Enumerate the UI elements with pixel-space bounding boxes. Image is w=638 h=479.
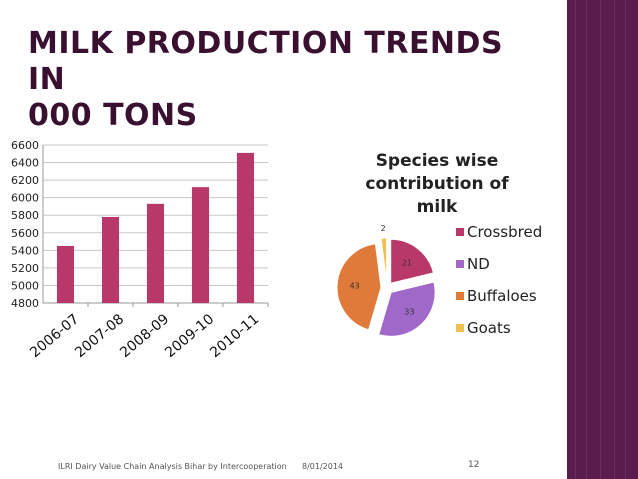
x-tick-label: 2006-07	[27, 311, 82, 361]
bar-2009-10	[191, 187, 210, 303]
pie-slice-buffaloes	[336, 243, 382, 331]
footer-date: 8/01/2014	[302, 462, 344, 471]
pie-title-line: milk	[417, 197, 458, 217]
pie-title-line: Species wise	[376, 151, 499, 171]
legend-label: ND	[467, 255, 490, 273]
legend-label: Crossbred	[467, 223, 542, 241]
bar-chart: 4800 5000 5200 5400 5600 5800 6000 6200 6400 6600…	[11, 139, 269, 361]
y-tick-label: 5200	[11, 262, 39, 275]
title-line-2: 000 TONS	[28, 98, 198, 133]
y-tick-label: 5400	[11, 244, 39, 257]
y-tick-label: 5800	[11, 209, 39, 222]
x-tick-label: 2007-08	[72, 311, 127, 361]
bar-2007-08	[101, 216, 120, 303]
y-tick-label: 4800	[11, 297, 39, 310]
y-tick-label: 5000	[11, 279, 39, 292]
legend-swatch	[456, 324, 464, 332]
title-line-1: MILK PRODUCTION TRENDS IN	[28, 26, 504, 97]
x-tick-label: 2009-10	[162, 311, 217, 361]
footer-source: ILRI Dairy Value Chain Analysis Bihar by…	[58, 462, 287, 471]
pie-title-line: contribution of	[365, 174, 509, 194]
x-tick-label: 2010-11	[207, 311, 262, 361]
y-tick-label: 6600	[11, 139, 39, 152]
legend-swatch	[456, 292, 464, 300]
page-number: 12	[468, 460, 480, 470]
pie-chart: Species wise contribution of milk 21 33 43 2 Cr…	[336, 151, 542, 337]
pie-data-label: 33	[404, 307, 414, 316]
pie-data-label: 43	[350, 281, 360, 290]
bar-2010-11	[236, 152, 255, 303]
y-tick-label: 6000	[11, 192, 39, 205]
x-tick-label: 2008-09	[117, 311, 172, 361]
y-tick-label: 6400	[11, 157, 39, 170]
pie-data-label: 21	[402, 259, 412, 268]
y-tick-label: 6200	[11, 174, 39, 187]
slide-title: MILK PRODUCTION TRENDS IN 000 TONS	[28, 26, 548, 134]
bar-2008-09	[146, 203, 165, 303]
legend-swatch	[456, 228, 464, 236]
pie-slice-goats	[380, 237, 388, 283]
pie-slice-nd	[378, 281, 436, 337]
bar-2006-07	[56, 245, 75, 303]
legend-label: Buffaloes	[467, 287, 537, 305]
pie-data-label: 2	[381, 224, 386, 233]
y-tick-label: 5600	[11, 227, 39, 240]
accent-band	[567, 0, 638, 479]
pie-slice-crossbred	[390, 238, 435, 284]
legend-swatch	[456, 260, 464, 268]
legend-label: Goats	[467, 319, 511, 337]
